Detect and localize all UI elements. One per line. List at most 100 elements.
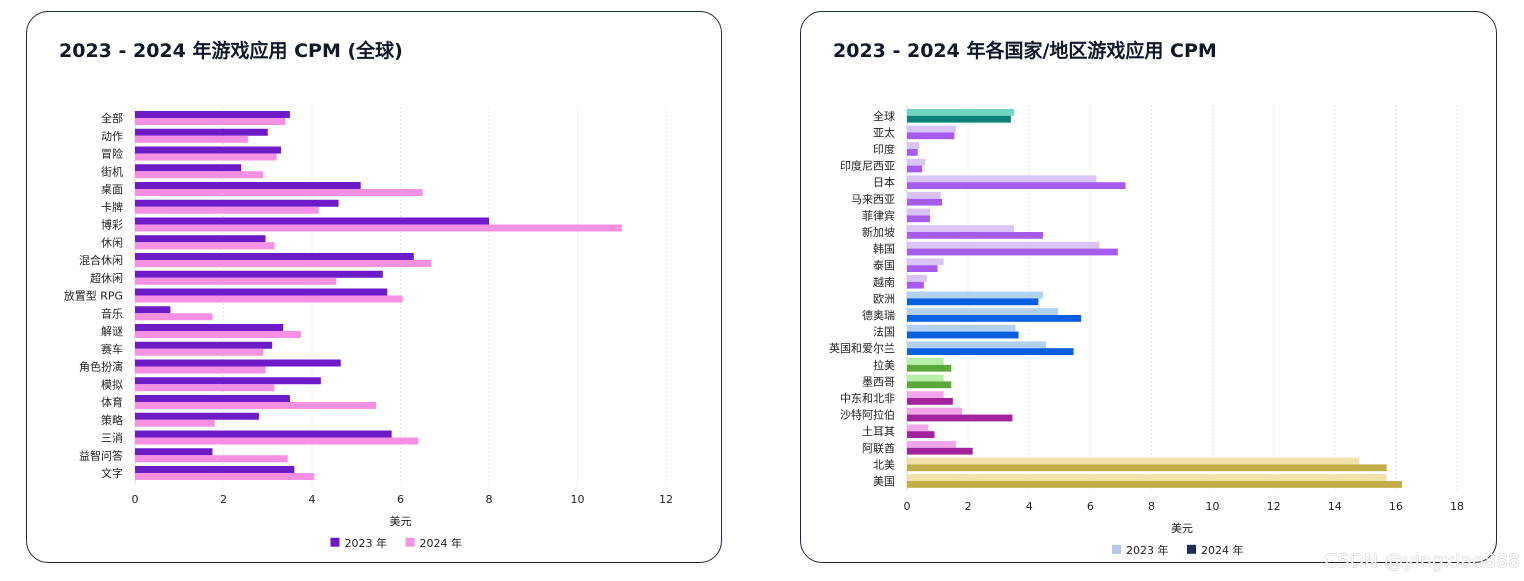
category-label: 印度尼西亚 <box>840 159 895 173</box>
category-label: 泰国 <box>873 258 895 272</box>
bar-2023 <box>907 158 926 166</box>
category-label: 拉美 <box>873 358 895 372</box>
x-tick-label: 8 <box>486 493 493 506</box>
category-label: 体育 <box>101 395 123 409</box>
bar-2024 <box>135 153 277 161</box>
bar-2023 <box>907 142 920 149</box>
bar-2023 <box>907 291 1043 299</box>
bar-2024 <box>135 348 264 356</box>
category-label: 角色扮演 <box>79 360 123 374</box>
x-tick-label: 12 <box>1267 500 1281 513</box>
bar-2023 <box>135 341 273 349</box>
x-tick-label: 10 <box>1206 500 1220 513</box>
x-axis-title: 美元 <box>1171 522 1193 535</box>
bar-2024 <box>907 431 935 438</box>
bar-2024 <box>907 348 1074 355</box>
bar-2024 <box>135 277 337 285</box>
bar-2023 <box>135 430 392 438</box>
bar-2024 <box>907 447 973 455</box>
category-label: 冒险 <box>101 147 123 161</box>
bar-2024 <box>907 248 1118 256</box>
bar-2024 <box>907 398 953 405</box>
x-tick-label: 6 <box>1087 500 1094 513</box>
bar-2024 <box>135 135 248 143</box>
bar-2023 <box>907 275 927 282</box>
x-tick-label: 18 <box>1450 500 1464 513</box>
bar-2023 <box>135 324 284 331</box>
bar-2024 <box>907 132 955 140</box>
bar-2024 <box>907 165 923 173</box>
bar-2024 <box>135 224 622 232</box>
bar-2023 <box>907 125 956 133</box>
category-label: 赛车 <box>101 342 123 356</box>
category-label: 全球 <box>873 109 895 123</box>
bar-2024 <box>135 331 301 338</box>
x-tick-label: 14 <box>1328 500 1342 513</box>
chart-region-cpm: 全球亚太印度印度尼西亚日本马来西亚菲律宾新加坡韩国泰国越南欧洲德奥瑞法国英国和爱… <box>829 105 1464 557</box>
bar-2024 <box>135 295 403 303</box>
category-label: 马来西亚 <box>851 193 895 206</box>
category-label: 音乐 <box>101 306 123 320</box>
category-label: 解谜 <box>101 324 123 338</box>
category-label: 全部 <box>101 111 123 125</box>
bar-2024 <box>135 384 275 392</box>
x-tick-label: 4 <box>309 493 316 506</box>
x-tick-label: 8 <box>1148 500 1155 513</box>
bar-2023 <box>907 241 1100 249</box>
bar-2023 <box>135 217 489 225</box>
category-label: 休闲 <box>101 235 123 249</box>
x-tick-label: 10 <box>571 493 585 506</box>
bar-2023 <box>135 235 266 243</box>
bar-2023 <box>135 128 268 136</box>
category-label: 策略 <box>101 413 123 427</box>
bar-2023 <box>907 407 962 415</box>
bar-2023 <box>135 306 171 314</box>
bar-2023 <box>907 358 944 365</box>
chart-title-global: 2023 - 2024 年游戏应用 CPM (全球) <box>59 40 403 62</box>
category-label: 新加坡 <box>862 225 895 239</box>
x-tick-label: 12 <box>659 493 673 506</box>
legend-label: 2024 年 <box>420 536 463 550</box>
category-label: 北美 <box>873 458 895 471</box>
bar-2024 <box>135 189 423 196</box>
bar-2024 <box>135 455 288 463</box>
bar-2024 <box>907 298 1039 306</box>
bar-2023 <box>907 457 1360 465</box>
bar-2023 <box>907 441 956 448</box>
category-label: 印度 <box>873 142 895 156</box>
bar-2024 <box>135 118 286 125</box>
category-label: 沙特阿拉伯 <box>840 408 895 422</box>
category-label: 韩国 <box>873 242 895 256</box>
bar-2023 <box>135 111 290 118</box>
bar-2024 <box>907 215 930 223</box>
chart-card-regions: 2023 - 2024 年各国家/地区游戏应用 CPM 全球 亚太 印度 印度尼西亚日… <box>800 11 1497 563</box>
bar-2023 <box>907 324 1016 332</box>
category-label: 桌面 <box>101 183 123 196</box>
x-axis-title: 美元 <box>390 515 412 528</box>
legend-swatch <box>405 537 415 547</box>
x-tick-label: 0 <box>904 500 911 513</box>
bar-2024 <box>135 437 419 445</box>
category-label: 卡牌 <box>101 200 123 214</box>
bar-2024 <box>907 381 952 389</box>
category-label: 文字 <box>101 466 123 480</box>
legend-label: 2024 年 <box>1201 543 1244 557</box>
bar-2024 <box>135 419 215 427</box>
bar-2023 <box>135 412 259 420</box>
chart-title-regions: 2023 - 2024 年各国家/地区游戏应用 CPM <box>833 40 1217 62</box>
bar-2024 <box>907 414 1013 422</box>
bar-2024 <box>907 149 918 156</box>
legend-swatch <box>1112 544 1121 554</box>
bar-2024 <box>135 206 319 214</box>
category-label: 街机 <box>101 164 123 178</box>
bar-2024 <box>135 242 275 250</box>
x-tick-label: 2 <box>220 493 227 506</box>
bar-2023 <box>907 258 944 266</box>
bar-2024 <box>907 464 1387 472</box>
bar-2023 <box>135 395 290 402</box>
bar-2024 <box>907 198 943 206</box>
category-label: 英国和爱尔兰 <box>829 341 895 355</box>
bar-2023 <box>907 391 944 398</box>
legend-label: 2023 年 <box>1126 543 1169 557</box>
bar-2024 <box>135 171 264 179</box>
